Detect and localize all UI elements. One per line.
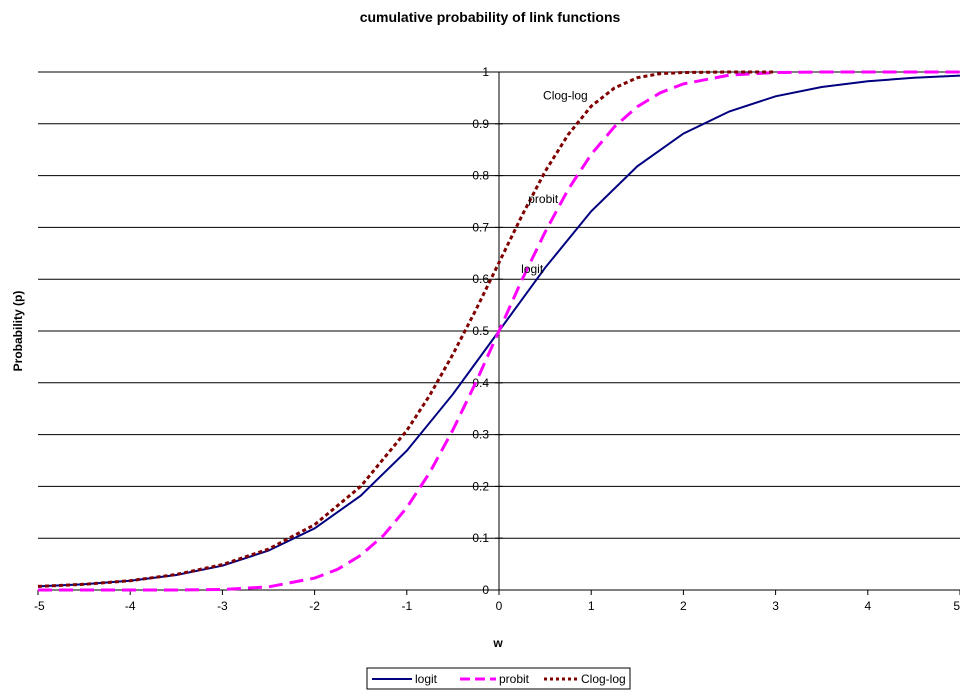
x-tick-label: 4 — [864, 599, 871, 613]
tick-labels: -5 -4 -3 -2 -1 0 1 2 3 4 500.10.20.30.40.50.60.70.… — [34, 65, 960, 613]
chart-title: cumulative probability of link functions — [360, 9, 621, 25]
curve-annotations: Clog-log probit logit — [521, 88, 588, 276]
legend: logit probit Clog-log — [367, 668, 630, 689]
series-line-clog-log — [38, 72, 776, 586]
y-tick-label: 0.3 — [472, 428, 489, 442]
curve-annotation: Clog-log — [543, 88, 588, 102]
x-tick-label: -1 — [401, 599, 412, 613]
y-tick-label: 0.5 — [472, 324, 489, 338]
y-tick-label: 0.7 — [472, 220, 489, 234]
x-tick-label: 5 — [953, 599, 960, 613]
x-tick-label: -2 — [309, 599, 320, 613]
y-tick-label: 0.6 — [472, 272, 489, 286]
y-tick-label: 0.2 — [472, 479, 489, 493]
y-axis-label: Probability (p) — [11, 291, 25, 372]
x-tick-label: 0 — [496, 599, 503, 613]
x-axis-label: w — [492, 636, 503, 650]
x-tick-label: -5 — [34, 599, 45, 613]
y-tick-label: 1 — [482, 65, 489, 79]
y-tick-label: 0 — [482, 583, 489, 597]
curve-annotation: probit — [528, 192, 559, 206]
x-tick-label: 3 — [772, 599, 779, 613]
x-tick-label: 2 — [680, 599, 687, 613]
legend-label: Clog-log — [581, 672, 626, 686]
x-tick-label: -4 — [125, 599, 136, 613]
y-tick-label: 0.9 — [472, 117, 489, 131]
y-tick-label: 0.1 — [472, 531, 489, 545]
x-tick-label: 1 — [588, 599, 595, 613]
curve-annotation: logit — [521, 262, 544, 276]
legend-label: logit — [415, 672, 438, 686]
legend-label: probit — [499, 672, 530, 686]
y-tick-label: 0.8 — [472, 169, 489, 183]
x-tick-label: -3 — [217, 599, 228, 613]
